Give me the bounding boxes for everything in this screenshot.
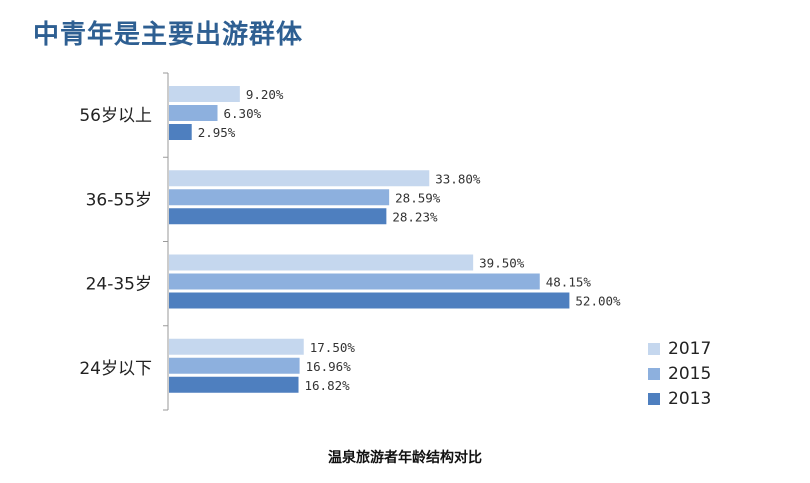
- data-label: 28.23%: [392, 209, 438, 224]
- category-label: 36-55岁: [86, 190, 152, 210]
- bar-2013: [169, 124, 192, 140]
- data-label: 28.59%: [395, 190, 441, 205]
- data-label: 16.96%: [306, 359, 352, 374]
- legend-label: 2013: [668, 389, 711, 409]
- category-label: 24岁以下: [79, 359, 152, 379]
- category-label: 24-35岁: [86, 275, 152, 295]
- data-label: 52.00%: [575, 294, 621, 309]
- legend-swatch: [648, 343, 660, 355]
- chart-title: 中青年是主要出游群体: [33, 20, 304, 50]
- data-label: 6.30%: [224, 106, 262, 121]
- chart-caption: 温泉旅游者年龄结构对比: [328, 450, 482, 466]
- legend-swatch: [648, 393, 660, 405]
- legend-swatch: [648, 368, 660, 380]
- bar-2017: [169, 254, 474, 271]
- data-label: 39.50%: [479, 256, 525, 271]
- bar-2015: [169, 357, 300, 374]
- bar-2017: [169, 338, 304, 355]
- data-label: 33.80%: [435, 171, 481, 186]
- legend-label: 2017: [668, 339, 711, 359]
- legend-label: 2015: [668, 364, 711, 384]
- data-label: 9.20%: [246, 87, 284, 102]
- bar-2015: [169, 189, 390, 206]
- bar-2017: [169, 170, 430, 187]
- data-label: 2.95%: [198, 125, 236, 140]
- bar-2013: [169, 292, 570, 309]
- bar-2013: [169, 208, 387, 225]
- bar-2015: [169, 273, 540, 290]
- data-label: 16.82%: [305, 378, 351, 393]
- category-label: 56岁以上: [79, 106, 152, 126]
- bar-2017: [169, 86, 240, 102]
- bar-2013: [169, 376, 299, 393]
- data-label: 17.50%: [310, 340, 356, 355]
- bar-2015: [169, 105, 218, 121]
- data-label: 48.15%: [546, 275, 592, 290]
